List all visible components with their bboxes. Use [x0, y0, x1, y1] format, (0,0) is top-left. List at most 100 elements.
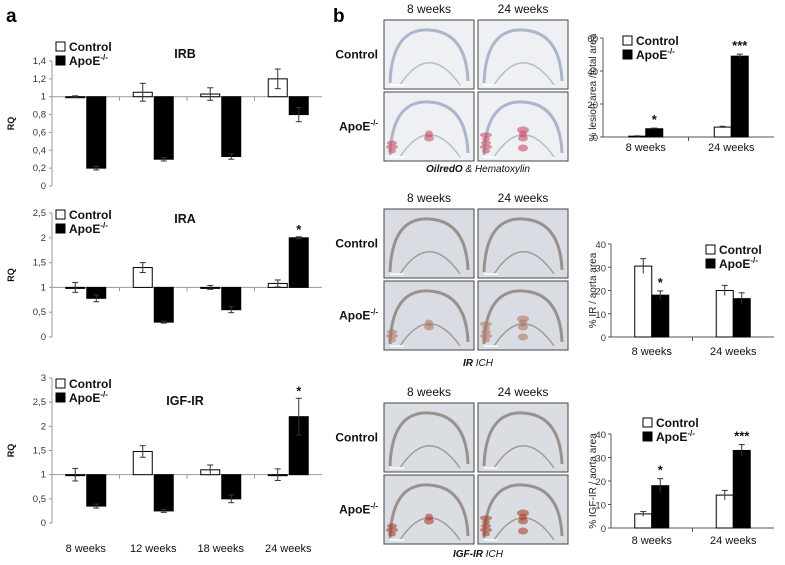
y-tick-label: 0,6 — [33, 127, 46, 138]
micrograph-block-1: 8 weeks 24 weeks Control ApoE-/- OilredO & H… — [335, 2, 569, 175]
y-tick-label: 2 — [41, 233, 46, 244]
row-label-sup: -/- — [370, 119, 378, 128]
bar-control — [715, 290, 734, 338]
caption-stain: IR — [463, 358, 474, 369]
micrograph-column-label: 8 weeks — [407, 385, 451, 399]
stain-spot — [425, 319, 433, 327]
vessel-wall — [399, 445, 461, 469]
legend-apoe-sup: -/- — [750, 256, 758, 265]
stain-spot — [482, 325, 490, 331]
y-tick-label: 20 — [595, 477, 606, 488]
legend-apoe-sup: -/- — [100, 390, 108, 399]
y-tick-label: 0 — [41, 181, 46, 192]
legend-apoe-text: ApoE — [719, 257, 750, 271]
micrograph-row-label: Control — [335, 48, 378, 62]
row-label-sup: -/- — [370, 502, 378, 511]
significance-mark: * — [658, 463, 664, 478]
chart-b-1: 0 20 40 60% lesion area /total area 8 weeks *… — [587, 33, 774, 154]
stain-spot — [481, 523, 491, 529]
micrograph-image — [383, 280, 475, 351]
stain-spot — [481, 140, 491, 146]
y-tick-label: 1 — [41, 282, 46, 293]
legend-apoe-sup: -/- — [100, 221, 108, 230]
legend-swatch-control — [622, 35, 633, 46]
y-tick-label: 40 — [587, 67, 598, 78]
y-tick-label: 20 — [595, 287, 606, 298]
y-tick-label: 1,5 — [33, 258, 46, 269]
category-label: 12 weeks — [130, 543, 177, 555]
y-tick-label: 0 — [41, 332, 46, 343]
y-tick-label: 40 — [595, 430, 606, 441]
micrograph-caption: IR ICH — [463, 358, 494, 369]
stain-spot — [388, 337, 396, 343]
y-tick-label: 0,8 — [33, 110, 46, 121]
stain-spot — [518, 527, 528, 535]
legend-label-apoe: ApoE-/- — [719, 256, 758, 271]
stain-spot — [480, 132, 492, 138]
stain-spot — [480, 527, 492, 533]
legend-swatch-apoe — [55, 223, 66, 234]
y-tick-label: 10 — [595, 501, 606, 512]
legend-label-control: Control — [69, 377, 112, 391]
stain-spot — [386, 527, 398, 533]
legend-apoe-sup: -/- — [667, 47, 675, 56]
vessel-wall — [493, 445, 555, 469]
stain-spot — [386, 333, 398, 339]
chart-b-2: 0 10 20 30 40% IR / aorta area 8 weeks * 24 wee… — [588, 240, 774, 358]
micrograph-row-label: Control — [335, 431, 378, 445]
vessel-wall — [482, 217, 564, 273]
y-tick-label: 0,4 — [33, 145, 46, 156]
stain-spot — [518, 144, 528, 152]
bar-apoe — [730, 55, 749, 138]
caption-method: & Hematoxylin — [463, 164, 531, 175]
micrograph-column-label: 24 weeks — [498, 191, 549, 205]
y-tick-label: 2,5 — [33, 397, 46, 408]
legend-apoe-text: ApoE — [636, 48, 667, 62]
bar-apoe — [651, 294, 670, 338]
bar-control — [634, 265, 653, 338]
legend-swatch-control — [55, 41, 66, 52]
significance-mark: * — [658, 275, 664, 290]
legend-label-apoe: ApoE-/- — [69, 221, 108, 236]
bar-apoe — [153, 96, 174, 160]
stain-spot — [387, 523, 397, 529]
legend-swatch-apoe — [642, 431, 653, 442]
row-label-text: Control — [335, 237, 378, 251]
y-tick-label: 2 — [41, 421, 46, 432]
legend-label-apoe: ApoE-/- — [69, 390, 108, 405]
row-label-text: ApoE — [339, 120, 370, 134]
significance-mark: * — [296, 222, 302, 237]
significance-mark: * — [296, 383, 302, 398]
chart-title: IRA — [174, 212, 196, 226]
legend-label-control: Control — [656, 416, 699, 430]
vessel-wall — [482, 28, 564, 84]
vessel-wall — [493, 62, 555, 86]
legend-apoe-sup: -/- — [100, 53, 108, 62]
vessel-wall — [482, 483, 564, 539]
vessel-wall — [388, 217, 470, 273]
vessel-wall — [493, 251, 555, 275]
legend-label-apoe: ApoE-/- — [69, 53, 108, 68]
vessel-wall — [399, 251, 461, 275]
y-tick-label: 0,5 — [33, 307, 46, 318]
bar-apoe — [86, 96, 107, 169]
category-label: 8 weeks — [632, 535, 673, 547]
y-tick-label: 30 — [595, 263, 606, 274]
legend-swatch-control — [55, 209, 66, 220]
legend-swatch-apoe — [55, 55, 66, 66]
legend-swatch-control — [55, 378, 66, 389]
panel-b-letter: b — [333, 6, 345, 27]
bar-apoe — [153, 286, 174, 323]
bar-apoe — [645, 128, 664, 138]
micrograph-column-label: 8 weeks — [407, 2, 451, 16]
y-tick-label: 0 — [601, 524, 606, 535]
category-label: 8 weeks — [632, 346, 673, 358]
stain-spot — [480, 321, 492, 327]
legend-label-apoe: ApoE-/- — [636, 47, 675, 62]
y-tick-label: 40 — [595, 240, 606, 251]
legend-swatch-apoe — [55, 392, 66, 403]
legend-swatch-control — [642, 417, 653, 428]
